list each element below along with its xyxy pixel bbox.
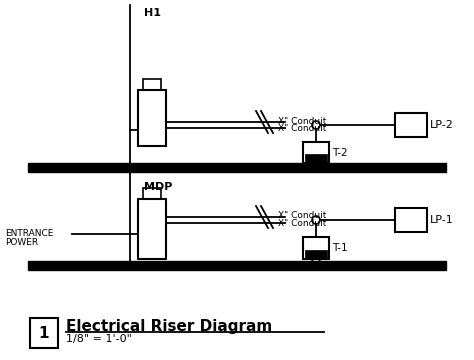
- Bar: [143, 79, 161, 90]
- Text: Electrical Riser Diagram: Electrical Riser Diagram: [66, 319, 272, 334]
- Text: 1: 1: [39, 325, 49, 341]
- Bar: [143, 188, 161, 199]
- Text: H1: H1: [144, 8, 161, 18]
- Bar: [395, 113, 427, 137]
- Text: MDP: MDP: [144, 182, 173, 192]
- Bar: [395, 208, 427, 232]
- Text: LP-2: LP-2: [430, 120, 454, 130]
- Text: ENTRANCE: ENTRANCE: [5, 229, 54, 238]
- Text: X" Conduit: X" Conduit: [278, 211, 327, 220]
- Text: LP-1: LP-1: [430, 215, 454, 225]
- Bar: [30, 318, 58, 348]
- Bar: [305, 250, 327, 259]
- Text: X" Conduit: X" Conduit: [278, 124, 327, 133]
- Text: X" Conduit: X" Conduit: [278, 117, 327, 126]
- Bar: [28, 261, 446, 270]
- Bar: [303, 237, 329, 259]
- Bar: [305, 154, 327, 163]
- Text: 1/8" = 1'-0": 1/8" = 1'-0": [66, 334, 132, 344]
- Text: T-2: T-2: [332, 148, 347, 158]
- Bar: [138, 90, 166, 146]
- Text: X" Conduit: X" Conduit: [278, 219, 327, 228]
- Bar: [138, 199, 166, 259]
- Bar: [28, 163, 446, 172]
- Text: POWER: POWER: [5, 238, 38, 247]
- Text: T-1: T-1: [332, 243, 347, 253]
- Bar: [303, 142, 329, 163]
